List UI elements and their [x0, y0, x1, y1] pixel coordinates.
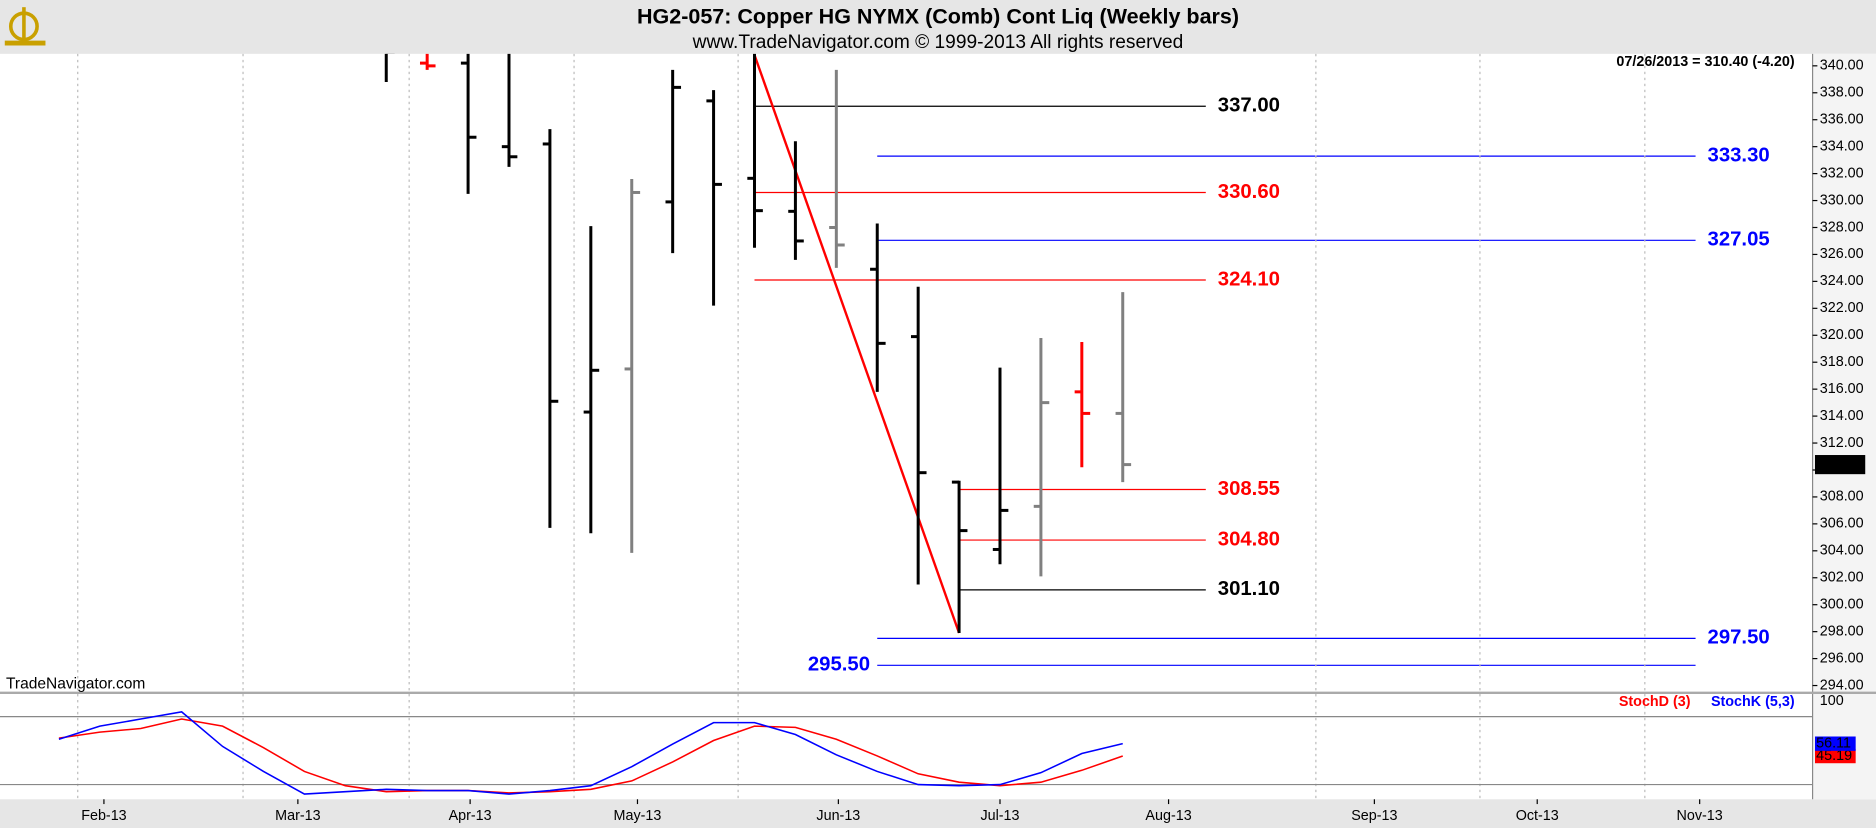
stoch-line	[58, 711, 1123, 795]
y-tick-label: 300.00	[1820, 596, 1864, 612]
y-tick-label: 324.00	[1820, 273, 1864, 289]
y-tick-label: 294.00	[1820, 677, 1864, 693]
trend-line	[753, 54, 961, 634]
y-tick-label: 296.00	[1820, 650, 1864, 666]
logo	[4, 7, 46, 46]
level-label: 308.55	[1218, 478, 1280, 500]
x-tick-label: Oct-13	[1516, 808, 1559, 824]
y-tick-label: 336.00	[1820, 112, 1864, 128]
y-tick-label: 298.00	[1820, 623, 1864, 639]
level-label: 337.00	[1218, 95, 1280, 117]
y-tick-label: 326.00	[1820, 246, 1864, 262]
level-label: 324.10	[1218, 268, 1280, 290]
x-tick-label: Mar-13	[275, 808, 320, 824]
x-tick-label: Nov-13	[1677, 808, 1723, 824]
level-label: 304.80	[1218, 528, 1280, 550]
x-tick-label: May-13	[614, 808, 662, 824]
y-tick-label: 312.00	[1820, 435, 1864, 451]
level-label: 301.10	[1218, 578, 1280, 600]
status-text: 07/26/2013 = 310.40 (-4.20)	[1616, 54, 1794, 70]
chart-title: HG2-057: Copper HG NYMX (Comb) Cont Liq …	[637, 5, 1239, 29]
legend-entry: StochD (3)	[1619, 694, 1691, 710]
y-tick-label: 330.00	[1820, 192, 1864, 208]
last-value-label: 56.11	[1816, 735, 1851, 751]
last-value-box	[1814, 455, 1866, 475]
y-tick-label: 340.00	[1820, 58, 1864, 74]
chart-subtitle: www.TradeNavigator.com © 1999-2013 All r…	[692, 32, 1184, 53]
x-tick-label: Jul-13	[980, 808, 1019, 824]
x-tick-label: Apr-13	[449, 808, 492, 824]
y-axis-band	[1812, 53, 1876, 800]
y2-tick-label: 100	[1820, 693, 1844, 709]
last-value-box	[1814, 736, 1856, 751]
header-band	[0, 0, 1876, 54]
x-tick-label: Sep-13	[1351, 808, 1397, 824]
x-axis-band	[0, 799, 1876, 828]
y-tick-label: 338.00	[1820, 85, 1864, 101]
y-tick-label: 306.00	[1820, 516, 1864, 532]
level-label: 333.30	[1708, 144, 1770, 166]
x-tick-label: Jun-13	[816, 808, 860, 824]
y-tick-label: 322.00	[1820, 300, 1864, 316]
level-label: 295.50	[808, 654, 870, 676]
level-label: 297.50	[1708, 627, 1770, 649]
watermark: TradeNavigator.com	[6, 676, 145, 693]
level-label: 330.60	[1218, 181, 1280, 203]
y-tick-label: 320.00	[1820, 327, 1864, 343]
price-plot	[384, 53, 1696, 666]
x-tick-label: Aug-13	[1145, 808, 1191, 824]
y-tick-label: 316.00	[1820, 381, 1864, 397]
last-value-label: 310.40	[1819, 456, 1863, 472]
y-tick-label: 318.00	[1820, 354, 1864, 370]
last-value-box	[1814, 748, 1856, 764]
y-tick-label: 302.00	[1820, 570, 1864, 586]
y-tick-label: 334.00	[1820, 138, 1864, 154]
level-label: 327.05	[1708, 229, 1770, 251]
y-tick-label: 328.00	[1820, 219, 1864, 235]
legend-entry: StochK (5,3)	[1711, 694, 1795, 710]
y-tick-label: 332.00	[1820, 165, 1864, 181]
x-tick-label: Feb-13	[81, 808, 126, 824]
y-tick-label: 314.00	[1820, 408, 1864, 424]
y-tick-label: 304.00	[1820, 543, 1864, 559]
last-value-label: 45.19	[1816, 748, 1852, 764]
y-tick-label: 308.00	[1820, 489, 1864, 505]
stoch-line	[58, 718, 1123, 794]
